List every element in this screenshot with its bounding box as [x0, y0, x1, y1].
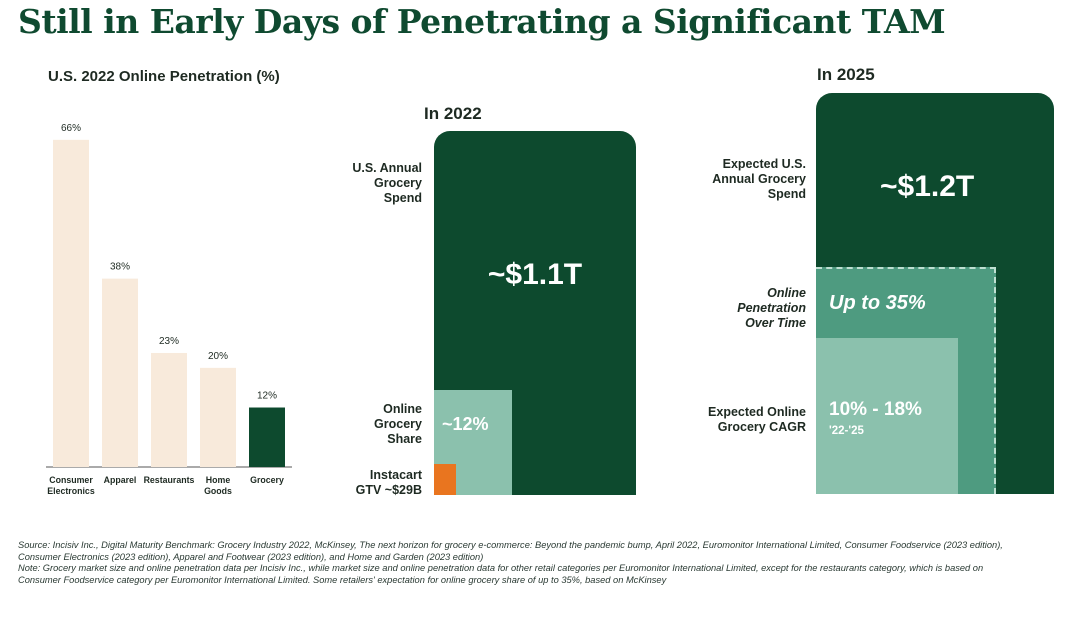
- online-cagr-box: [816, 338, 958, 494]
- panel-2022-title: In 2022: [424, 104, 482, 123]
- category-label: Restaurants: [144, 475, 195, 485]
- chart-title: U.S. 2022 Online Penetration (%): [48, 68, 280, 85]
- bar: [200, 367, 236, 467]
- category-label: Home Goods: [204, 475, 232, 496]
- bar: [53, 139, 89, 468]
- instacart-gtv-label: Instacart GTV ~$29B: [355, 468, 422, 497]
- bar-value-label: 38%: [110, 262, 130, 273]
- online-cagr-label: Expected Online Grocery CAGR: [708, 405, 806, 434]
- bar-value-label: 23%: [159, 336, 179, 347]
- bar: [151, 352, 187, 467]
- spend-2025-label: Expected U.S. Annual Grocery Spend: [712, 157, 806, 201]
- online-penetration-bar-chart: 66% Consumer Electronics 38% Apparel 23% Resta…: [46, 123, 292, 496]
- online-share-2022-label: Online Grocery Share: [374, 402, 422, 446]
- source-text: Source: Incisiv Inc., Digital Maturity B…: [18, 540, 1003, 562]
- category-label: Apparel: [104, 475, 137, 485]
- spend-2022-label: U.S. Annual Grocery Spend: [352, 161, 422, 205]
- online-penetration-value: Up to 35%: [829, 292, 926, 314]
- category-label: Grocery: [250, 475, 284, 485]
- note-text: Note: Grocery market size and online pen…: [18, 563, 984, 585]
- online-share-2022-value: ~12%: [442, 414, 489, 434]
- instacart-gtv-box: [434, 464, 456, 495]
- source-footnote: Source: Incisiv Inc., Digital Maturity B…: [18, 540, 1008, 586]
- online-penetration-label: Online Penetration Over Time: [737, 286, 806, 330]
- bar: [102, 278, 138, 467]
- panel-2025-title: In 2025: [817, 65, 875, 84]
- bar-value-label: 66%: [61, 123, 81, 134]
- bar: [249, 407, 285, 467]
- category-label: Consumer Electronics: [47, 475, 95, 496]
- page-title: Still in Early Days of Penetrating a Sig…: [18, 2, 946, 41]
- grocery-spend-2022-value: ~$1.1T: [487, 258, 583, 291]
- bar-value-label: 20%: [208, 351, 228, 362]
- bar-value-label: 12%: [257, 391, 277, 402]
- grocery-spend-2025-value: ~$1.2T: [880, 170, 975, 203]
- online-cagr-period: '22-'25: [829, 425, 864, 437]
- online-cagr-value: 10% - 18%: [829, 399, 922, 420]
